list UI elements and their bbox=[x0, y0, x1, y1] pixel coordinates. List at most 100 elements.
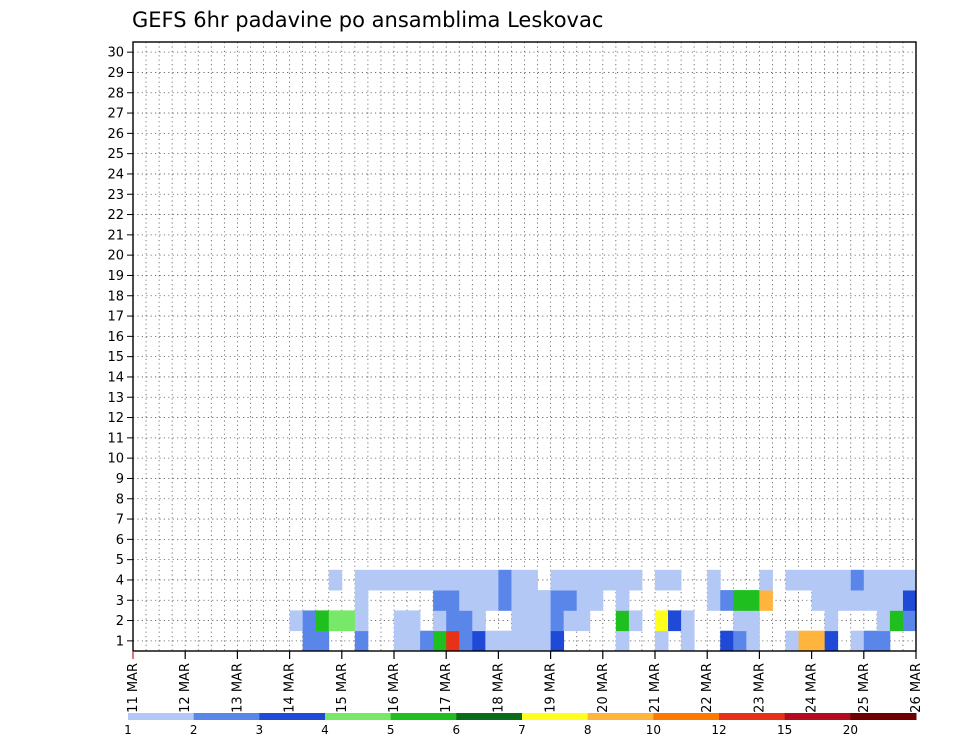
x-tick-label: 17 MAR bbox=[439, 663, 454, 713]
heatmap-cell bbox=[902, 590, 917, 611]
heatmap-cell bbox=[550, 569, 565, 591]
heatmap-cell bbox=[668, 569, 682, 591]
x-tick-label: 24 MAR bbox=[805, 663, 820, 713]
heatmap-cell bbox=[733, 590, 747, 611]
y-tick-label: 3 bbox=[116, 594, 124, 609]
y-tick-label: 24 bbox=[107, 167, 124, 182]
x-tick-label: 16 MAR bbox=[387, 663, 402, 713]
heatmap-cell bbox=[876, 610, 891, 632]
heatmap-cell bbox=[668, 610, 682, 632]
colorbar-label: 3 bbox=[256, 723, 264, 737]
heatmap-cell bbox=[785, 569, 799, 591]
x-tick-label: 22 MAR bbox=[700, 663, 715, 713]
y-tick-label: 30 bbox=[107, 46, 124, 61]
heatmap-cell bbox=[655, 610, 669, 632]
y-tick-label: 13 bbox=[107, 391, 124, 406]
heatmap-cell bbox=[485, 569, 499, 591]
heatmap-cell bbox=[498, 630, 512, 652]
heatmap-cell bbox=[628, 610, 643, 632]
heatmap-cell bbox=[681, 630, 695, 652]
heatmap-cell bbox=[328, 610, 343, 632]
heatmap-cell bbox=[498, 569, 512, 591]
heatmap-cell bbox=[367, 569, 382, 591]
x-tick-label: 18 MAR bbox=[491, 663, 506, 713]
y-tick-label: 26 bbox=[107, 127, 124, 142]
colorbar-segment bbox=[784, 713, 851, 720]
y-tick-label: 19 bbox=[107, 269, 124, 284]
colorbar-segment bbox=[193, 713, 260, 720]
heatmap-cell bbox=[459, 630, 473, 652]
heatmap-cell bbox=[537, 610, 551, 632]
heatmap-cell bbox=[511, 590, 525, 611]
colorbar-label: 20 bbox=[843, 723, 858, 737]
y-tick-label: 15 bbox=[107, 350, 124, 365]
heatmap-cell bbox=[433, 590, 447, 611]
y-tick-label: 10 bbox=[107, 452, 124, 467]
heatmap-cell bbox=[876, 590, 891, 611]
heatmap-cell bbox=[720, 630, 734, 652]
heatmap-cell bbox=[550, 590, 565, 611]
heatmap-cell bbox=[420, 569, 434, 591]
heatmap-cell bbox=[798, 569, 812, 591]
heatmap-cell bbox=[889, 610, 904, 632]
heatmap-cell bbox=[863, 569, 878, 591]
heatmap-cell bbox=[889, 569, 904, 591]
heatmap-cell bbox=[498, 590, 512, 611]
heatmap-cell bbox=[407, 569, 421, 591]
colorbar-segment bbox=[390, 713, 457, 720]
x-tick-label: 19 MAR bbox=[544, 663, 559, 713]
colorbar-label: 8 bbox=[584, 723, 592, 737]
heatmap-cell bbox=[824, 610, 839, 632]
heatmap-cell bbox=[485, 590, 499, 611]
y-tick-label: 23 bbox=[107, 188, 124, 203]
heatmap-cell bbox=[354, 630, 369, 652]
y-tick-label: 12 bbox=[107, 411, 124, 426]
heatmap-cell bbox=[850, 630, 865, 652]
heatmap-cell bbox=[433, 569, 447, 591]
heatmap-cell bbox=[328, 569, 343, 591]
heatmap-cell bbox=[811, 590, 826, 611]
heatmap-cell bbox=[746, 590, 760, 611]
heatmap-cell bbox=[341, 610, 356, 632]
heatmap-cell bbox=[576, 610, 591, 632]
colorbar-label: 5 bbox=[387, 723, 395, 737]
heatmap-cells bbox=[289, 569, 917, 652]
heatmap-cell bbox=[485, 630, 499, 652]
heatmap-cell bbox=[876, 569, 891, 591]
x-tick-label: 25 MAR bbox=[857, 663, 872, 713]
heatmap-cell bbox=[798, 630, 812, 652]
y-tick-label: 6 bbox=[116, 533, 124, 548]
heatmap-cell bbox=[420, 630, 434, 652]
colorbar-label: 6 bbox=[453, 723, 461, 737]
heatmap-cell bbox=[446, 630, 460, 652]
y-tick-label: 20 bbox=[107, 249, 124, 264]
y-tick-label: 17 bbox=[107, 310, 124, 325]
heatmap-cell bbox=[537, 630, 551, 652]
heatmap-cell bbox=[576, 569, 591, 591]
y-tick-label: 2 bbox=[116, 614, 124, 629]
heatmap-cell bbox=[524, 630, 538, 652]
heatmap-cell bbox=[446, 610, 460, 632]
heatmap-cell bbox=[472, 590, 486, 611]
heatmap-cell bbox=[524, 610, 538, 632]
y-axis: 1234567891011121314151617181920212223242… bbox=[107, 46, 133, 649]
x-tick-label: 20 MAR bbox=[596, 663, 611, 713]
heatmap-cell bbox=[707, 590, 721, 611]
heatmap-cell bbox=[589, 569, 604, 591]
heatmap-cell bbox=[811, 569, 826, 591]
heatmap-cell bbox=[720, 590, 734, 611]
x-tick-label: 12 MAR bbox=[178, 663, 193, 713]
y-tick-label: 11 bbox=[107, 431, 124, 446]
heatmap-cell bbox=[655, 569, 669, 591]
heatmap-cell bbox=[459, 569, 473, 591]
grid-lines bbox=[133, 42, 916, 651]
y-tick-label: 1 bbox=[116, 634, 124, 649]
heatmap-cell bbox=[615, 630, 630, 652]
colorbar-segment bbox=[587, 713, 654, 720]
heatmap-cell bbox=[302, 630, 317, 652]
x-tick-label: 21 MAR bbox=[648, 663, 663, 713]
heatmap-cell bbox=[759, 569, 773, 591]
heatmap-cell bbox=[433, 610, 447, 632]
y-tick-label: 27 bbox=[107, 107, 124, 122]
